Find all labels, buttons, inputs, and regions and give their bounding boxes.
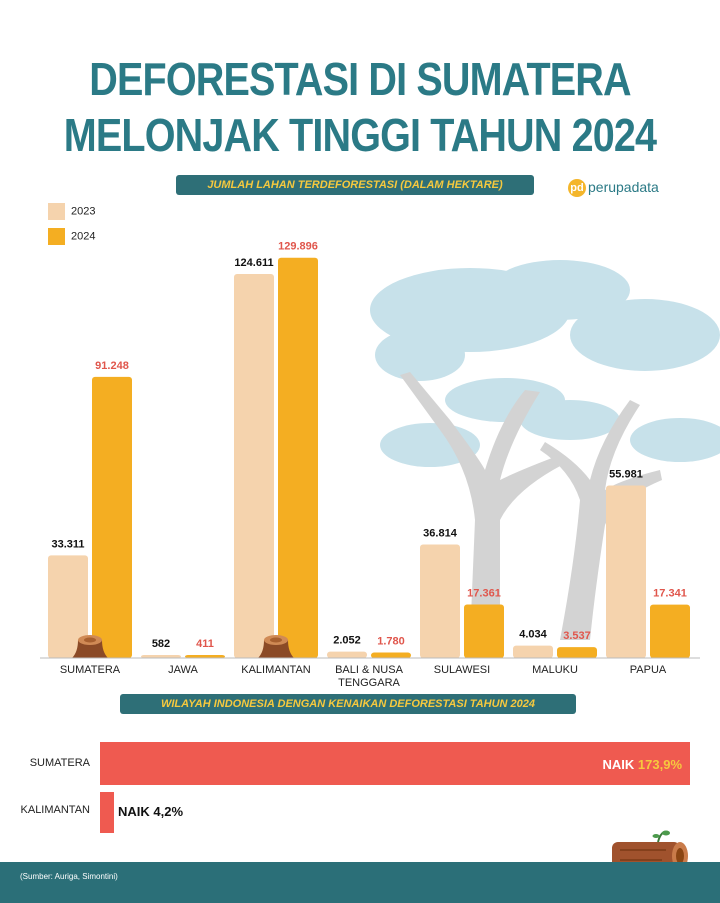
- labels-layer: 33.311 91.248 SUMATERA 582 411 JAWA 124.611 129…: [51, 241, 686, 689]
- brand-logo: pd perupadata: [568, 179, 659, 198]
- increase-prefix-sumatera: NAIK: [602, 757, 635, 772]
- category-label-jawa: JAWA: [168, 664, 198, 676]
- legend-swatch-2024: [48, 228, 65, 245]
- value-label-2024-kalimantan: 129.896: [278, 241, 318, 253]
- increase-prefix-kalimantan: NAIK: [118, 804, 150, 819]
- footer-band: [0, 862, 720, 903]
- increase-chart-title: WILAYAH INDONESIA DENGAN KENAIKAN DEFORE…: [120, 694, 576, 714]
- increase-label-sumatera: SUMATERA: [29, 757, 90, 769]
- legend-item-2024: 2024: [48, 228, 95, 245]
- category-label-maluku: MALUKU: [532, 664, 578, 676]
- bar-chart-title: JUMLAH LAHAN TERDEFORESTASI (DALAM HEKTA…: [176, 175, 534, 195]
- source-note: (Sumber: Auriga, Simontini): [20, 872, 118, 881]
- bar-2024-bali-nusa-tenggara: [371, 652, 411, 658]
- stump-icon: [258, 635, 294, 658]
- increase-bar-kalimantan: [100, 792, 115, 833]
- title-line-2: MELONJAK TINGGI TAHUN 2024: [63, 109, 657, 161]
- value-label-2024-maluku: 3.537: [563, 630, 591, 642]
- tree-illustration: [370, 260, 720, 640]
- increase-label-kalimantan: KALIMANTAN: [20, 804, 90, 816]
- bar-2024-sulawesi: [464, 604, 504, 658]
- category-label-kalimantan: KALIMANTAN: [241, 664, 311, 676]
- bar-2023-papua: [606, 485, 646, 658]
- category-label-bali-nusa-tenggara-line2: TENGGARA: [338, 677, 400, 689]
- increase-bar-sumatera: [100, 742, 690, 785]
- value-label-2023-jawa: 582: [152, 638, 170, 650]
- stumps-layer: [72, 635, 294, 658]
- increase-value-sumatera: NAIK 173,9%: [603, 757, 683, 772]
- legend-label-2024: 2024: [71, 230, 96, 243]
- bar-2023-jawa: [141, 655, 181, 658]
- value-label-2024-jawa: 411: [196, 638, 214, 650]
- bar-2024-maluku: [557, 647, 597, 658]
- bar-2023-sumatera: [48, 555, 88, 658]
- value-label-2023-papua: 55.981: [609, 468, 643, 480]
- category-label-bali-nusa-tenggara: BALI & NUSA: [335, 664, 404, 676]
- value-label-2023-kalimantan: 124.611: [234, 257, 273, 269]
- category-label-sulawesi: SULAWESI: [434, 664, 490, 676]
- increase-pct-sumatera: 173,9%: [637, 757, 682, 772]
- value-label-2024-bali-nusa-tenggara: 1.780: [377, 636, 405, 648]
- value-label-2024-sulawesi: 17.361: [467, 588, 501, 600]
- bar-2024-kalimantan: [278, 257, 318, 658]
- brand-name: perupadata: [588, 179, 659, 195]
- bar-2024-papua: [650, 604, 690, 658]
- bar-2023-bali-nusa-tenggara: [327, 651, 367, 658]
- increase-pct-kalimantan: 4,2%: [153, 804, 184, 819]
- bar-2024-sumatera: [92, 376, 132, 658]
- value-label-2023-maluku: 4.034: [519, 629, 547, 641]
- bar-2024-jawa: [185, 655, 225, 658]
- stump-icon: [72, 635, 108, 658]
- value-label-2024-papua: 17.341: [653, 588, 687, 600]
- category-label-sumatera: SUMATERA: [60, 664, 121, 676]
- legend-item-2023: 2023: [48, 203, 95, 220]
- bars-layer: [48, 257, 690, 658]
- bar-2023-kalimantan: [234, 274, 274, 658]
- bar-2023-maluku: [513, 645, 553, 658]
- increase-value-kalimantan: NAIK 4,2%: [118, 804, 183, 819]
- legend-swatch-2023: [48, 203, 65, 220]
- value-label-2023-sumatera: 33.311: [51, 538, 84, 550]
- title-line-1: DEFORESTASI DI SUMATERA: [89, 53, 631, 105]
- brand-mark-icon: pd: [568, 179, 586, 198]
- bar-2023-sulawesi: [420, 544, 460, 658]
- value-label-2023-sulawesi: 36.814: [423, 528, 458, 540]
- legend-label-2023: 2023: [71, 205, 96, 218]
- value-label-2023-bali-nusa-tenggara: 2.052: [333, 635, 361, 647]
- value-label-2024-sumatera: 91.248: [95, 360, 129, 372]
- category-label-papua: PAPUA: [630, 664, 667, 676]
